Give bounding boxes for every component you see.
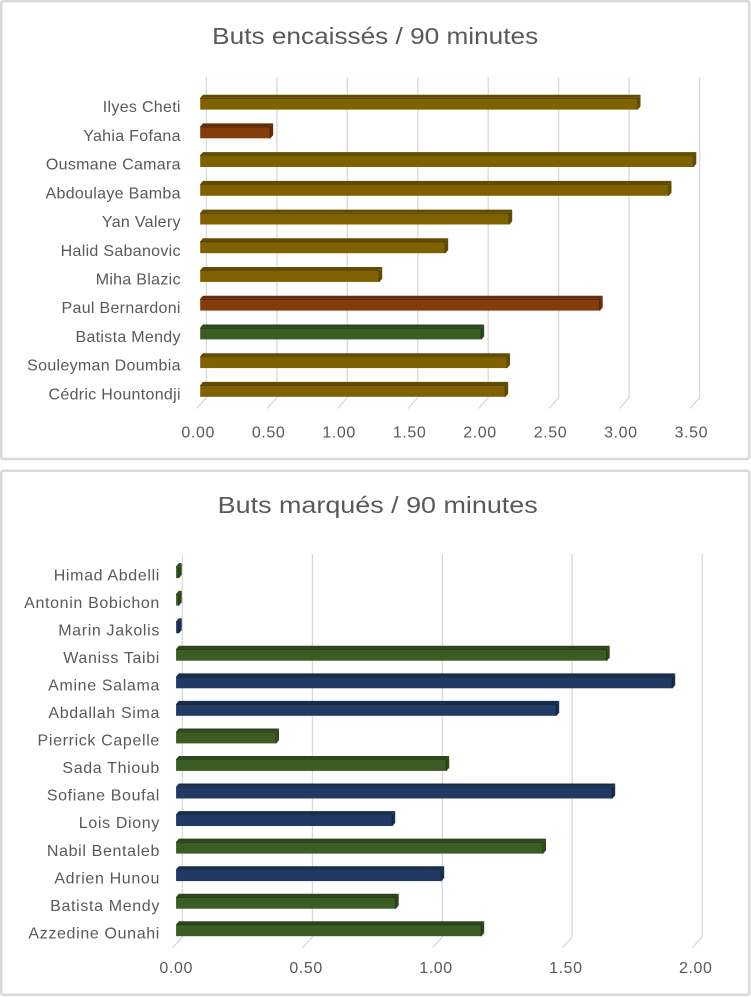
svg-text:Abdoulaye Bamba: Abdoulaye Bamba (46, 185, 181, 202)
svg-text:Ilyes Cheti: Ilyes Cheti (103, 99, 181, 116)
svg-text:Yahia Fofana: Yahia Fofana (83, 128, 181, 145)
svg-text:0.50: 0.50 (252, 424, 286, 441)
svg-text:Pierrick Capelle: Pierrick Capelle (38, 733, 160, 750)
svg-text:0.00: 0.00 (159, 960, 193, 977)
svg-text:Yan Valery: Yan Valery (102, 214, 181, 231)
svg-text:Ousmane Camara: Ousmane Camara (46, 157, 181, 174)
svg-text:Batista Mendy: Batista Mendy (50, 898, 160, 915)
svg-text:0.00: 0.00 (181, 424, 215, 441)
svg-text:Souleyman Doumbia: Souleyman Doumbia (27, 358, 181, 375)
svg-text:1.50: 1.50 (549, 960, 583, 977)
svg-text:0.50: 0.50 (289, 960, 323, 977)
svg-text:Sofiane Boufal: Sofiane Boufal (47, 788, 160, 805)
svg-text:3.00: 3.00 (604, 424, 638, 441)
svg-text:Adrien Hunou: Adrien Hunou (54, 870, 160, 887)
svg-text:Batista Mendy: Batista Mendy (76, 329, 181, 346)
svg-text:Halid Sabanovic: Halid Sabanovic (61, 243, 181, 260)
svg-text:Lois Diony: Lois Diony (79, 815, 160, 832)
svg-text:1.50: 1.50 (393, 424, 427, 441)
svg-text:Amine Salama: Amine Salama (48, 678, 160, 695)
svg-text:1.00: 1.00 (419, 960, 453, 977)
svg-text:Nabil Bentaleb: Nabil Bentaleb (47, 843, 160, 860)
svg-text:Buts marqués / 90 minutes: Buts marqués / 90 minutes (218, 492, 538, 518)
svg-text:Antonin Bobichon: Antonin Bobichon (24, 595, 160, 612)
svg-text:Miha Blazic: Miha Blazic (96, 272, 181, 289)
svg-text:Marin Jakolis: Marin Jakolis (58, 622, 160, 639)
svg-text:2.00: 2.00 (679, 960, 713, 977)
svg-text:2.00: 2.00 (463, 424, 497, 441)
svg-text:Abdallah Sima: Abdallah Sima (48, 705, 160, 722)
svg-text:Azzedine Ounahi: Azzedine Ounahi (28, 926, 160, 943)
svg-text:Cédric Hountondji: Cédric Hountondji (49, 386, 181, 403)
svg-text:Waniss Taibi: Waniss Taibi (63, 650, 160, 667)
svg-text:Himad Abdelli: Himad Abdelli (54, 567, 160, 584)
svg-text:Sada Thioub: Sada Thioub (62, 760, 160, 777)
svg-text:1.00: 1.00 (322, 424, 356, 441)
svg-text:2.50: 2.50 (534, 424, 568, 441)
svg-text:Paul Bernardoni: Paul Bernardoni (62, 300, 181, 317)
svg-text:3.50: 3.50 (675, 424, 709, 441)
svg-text:Buts encaissés / 90 minutes: Buts encaissés / 90 minutes (212, 23, 538, 49)
